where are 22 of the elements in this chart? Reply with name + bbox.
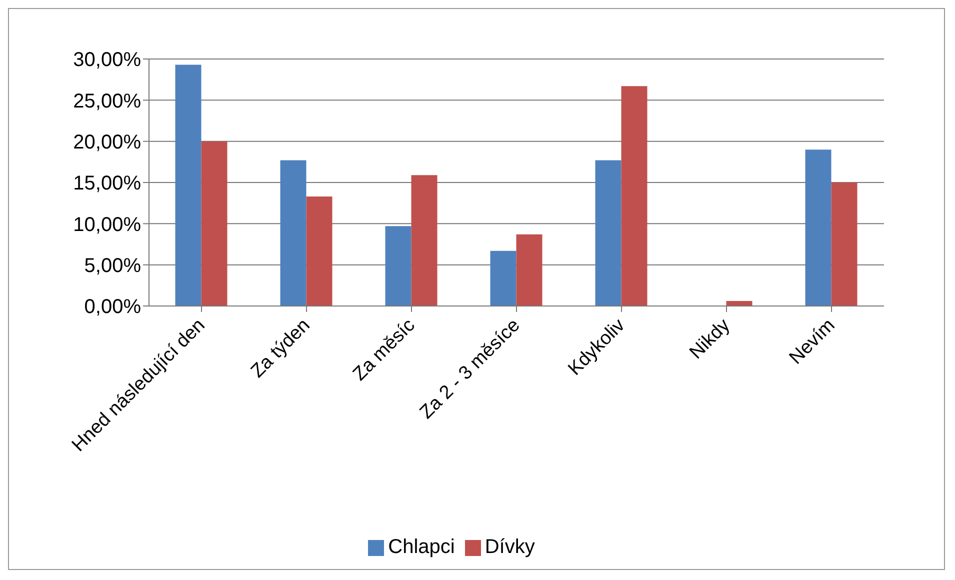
bar <box>805 150 832 306</box>
bar <box>726 301 752 306</box>
y-tick-label: 5,00% <box>84 254 142 277</box>
bar <box>490 250 516 306</box>
y-tick-label: 0,00% <box>84 296 142 318</box>
bar <box>411 175 438 306</box>
bar <box>621 86 648 306</box>
bar <box>595 160 622 306</box>
bar <box>280 160 306 306</box>
bar <box>516 234 542 306</box>
y-tick-label: 30,00% <box>73 49 142 72</box>
bar <box>831 182 858 306</box>
legend-label: Dívky <box>484 536 535 558</box>
bar <box>175 64 202 306</box>
legend-label: Chlapci <box>388 536 455 558</box>
y-tick-label: 15,00% <box>73 172 142 195</box>
y-tick-label: 25,00% <box>73 90 142 112</box>
bar <box>201 141 228 306</box>
y-tick-label: 10,00% <box>73 214 142 236</box>
bar <box>306 196 332 306</box>
bar <box>385 226 412 306</box>
y-tick-label: 20,00% <box>73 131 142 154</box>
